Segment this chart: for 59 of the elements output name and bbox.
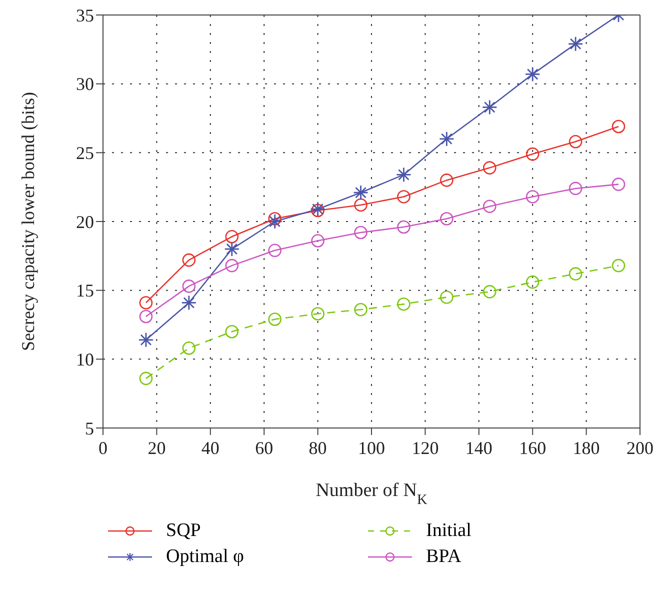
- point: [182, 253, 196, 267]
- point: [139, 296, 153, 310]
- point: [526, 275, 540, 289]
- y-tick-label: 35: [76, 5, 94, 26]
- point: [268, 312, 282, 326]
- point: [268, 212, 282, 226]
- x-tick-label: 200: [626, 438, 654, 458]
- point: [482, 200, 496, 214]
- x-axis-title: Number of N$_{K}$: [316, 480, 428, 508]
- point: [225, 230, 239, 244]
- x-tick-label: 100: [358, 438, 385, 458]
- point: [139, 310, 153, 324]
- y-tick-label: 25: [76, 143, 94, 164]
- point: [397, 297, 410, 311]
- y-tick-label: 15: [76, 280, 94, 301]
- x-tick-label: 160: [519, 438, 546, 458]
- point: [612, 258, 626, 272]
- point: [182, 342, 196, 355]
- y-axis-title: Secrecy capacity lower bound (bits): [18, 92, 38, 351]
- y-tick-label: 10: [76, 350, 94, 370]
- point: [612, 178, 626, 191]
- point: [482, 161, 496, 174]
- point: [526, 147, 540, 161]
- point: [440, 212, 454, 226]
- point: [397, 220, 410, 234]
- y-tick-label: 5: [85, 418, 94, 438]
- point: [268, 244, 282, 258]
- x-tick-label: 40: [201, 438, 220, 458]
- point: [354, 198, 368, 212]
- point: [397, 190, 410, 204]
- point: [568, 182, 582, 196]
- x-tick-label: 80: [308, 438, 327, 458]
- y-tick-label: 20: [76, 212, 94, 232]
- legend-label: SQP: [166, 520, 201, 542]
- x-tick-label: 0: [98, 438, 108, 458]
- x-tick-label: 20: [148, 438, 166, 458]
- x-tick-label: 120: [412, 438, 439, 458]
- point: [311, 234, 324, 248]
- legend-label: BPA: [426, 546, 462, 568]
- point: [354, 302, 368, 316]
- point: [139, 372, 153, 386]
- point: [612, 120, 626, 134]
- x-tick-label: 140: [465, 438, 492, 458]
- legend-label: Initial: [426, 520, 472, 542]
- point: [182, 280, 196, 293]
- x-tick-label: 180: [572, 438, 600, 458]
- point: [568, 267, 582, 280]
- point: [225, 258, 239, 272]
- legend-label: Optimal φ: [166, 546, 244, 568]
- y-tick-label: 30: [76, 74, 94, 94]
- x-tick-label: 60: [255, 438, 274, 458]
- point: [568, 135, 582, 148]
- point: [354, 226, 368, 240]
- point: [482, 285, 496, 298]
- point: [311, 307, 324, 320]
- point: [440, 290, 454, 304]
- point: [225, 324, 239, 338]
- point: [440, 174, 454, 187]
- point: [526, 190, 540, 204]
